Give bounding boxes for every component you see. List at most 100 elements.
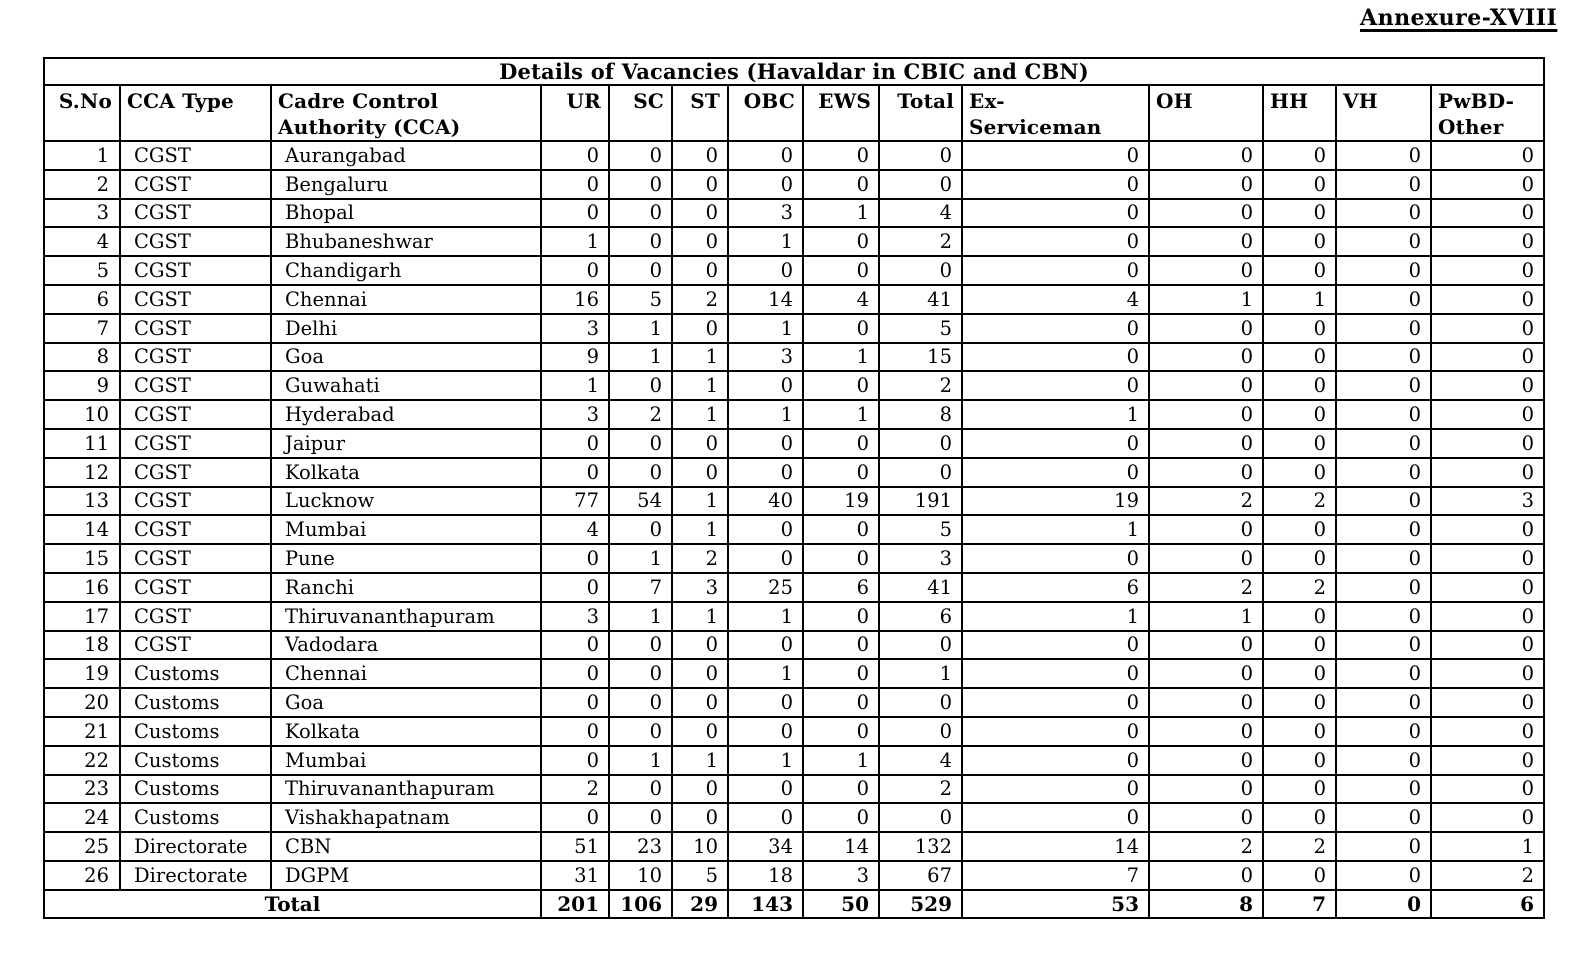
cell-obc: 1 (727, 744, 804, 776)
cell-vh: 0 (1335, 600, 1432, 632)
column-header-ews: EWS (802, 84, 880, 142)
cell-sc: 1 (608, 341, 673, 373)
cell-obc: 0 (727, 773, 804, 805)
cell-ur: 1 (540, 226, 610, 258)
cell-cca-name: Kolkata (270, 456, 542, 488)
cell-serial-number: 26 (43, 859, 121, 891)
cell-cca-type: CGST (119, 629, 272, 661)
cell-total: 15 (878, 341, 963, 373)
table-row: 16 CGST Ranchi 0 7 3 25 6 41 6 2 2 0 0 (43, 571, 1546, 603)
total-ews: 50 (802, 888, 880, 919)
cell-pwbd-other: 0 (1429, 571, 1546, 603)
cell-sc: 0 (608, 687, 673, 718)
cell-ews: 19 (802, 485, 880, 517)
column-header-s-no: S.No (43, 84, 121, 142)
cell-ur: 0 (540, 255, 610, 286)
cell-st: 2 (671, 543, 729, 574)
cell-pwbd-other: 0 (1429, 197, 1546, 229)
cell-ex-serviceman: 0 (961, 226, 1150, 258)
cell-vh: 0 (1335, 312, 1432, 344)
table-row: 25 Directorate CBN 51 23 10 34 14 132 14 2 2 0 1 (43, 831, 1546, 862)
cell-ur: 3 (540, 600, 610, 632)
cell-ex-serviceman: 14 (961, 831, 1150, 862)
cell-cca-name: Chandigarh (270, 255, 542, 286)
cell-serial-number: 21 (43, 715, 121, 747)
cell-ur: 2 (540, 773, 610, 805)
cell-cca-name: Ranchi (270, 571, 542, 603)
total-ex-serviceman: 53 (961, 888, 1150, 919)
cell-ex-serviceman: 0 (961, 802, 1150, 834)
cell-obc: 0 (727, 140, 804, 171)
cell-ex-serviceman: 4 (961, 283, 1150, 315)
cell-ews: 0 (802, 226, 880, 258)
cell-cca-type: CGST (119, 514, 272, 546)
cell-total: 2 (878, 226, 963, 258)
cell-st: 2 (671, 283, 729, 315)
cell-pwbd-other: 2 (1429, 859, 1546, 891)
total-label: Total (43, 888, 542, 919)
cell-vh: 0 (1335, 715, 1432, 747)
cell-pwbd-other: 0 (1429, 543, 1546, 574)
cell-sc: 0 (608, 370, 673, 402)
cell-pwbd-other: 0 (1429, 773, 1546, 805)
cell-pwbd-other: 0 (1429, 399, 1546, 430)
cell-obc: 0 (727, 802, 804, 834)
cell-st: 5 (671, 859, 729, 891)
cell-ews: 1 (802, 744, 880, 776)
cell-obc: 0 (727, 370, 804, 402)
table-row: 13 CGST Lucknow 77 54 1 40 19 191 19 2 2 0 3 (43, 485, 1546, 517)
table-row: 1 CGST Aurangabad 0 0 0 0 0 0 0 0 0 0 0 (43, 140, 1546, 171)
cell-sc: 0 (608, 226, 673, 258)
cell-ur: 0 (540, 168, 610, 200)
cell-cca-type: CGST (119, 226, 272, 258)
cell-oh: 0 (1148, 312, 1264, 344)
cell-ews: 0 (802, 629, 880, 661)
cell-cca-type: CGST (119, 341, 272, 373)
cell-ur: 0 (540, 629, 610, 661)
cell-ex-serviceman: 0 (961, 427, 1150, 459)
cell-total: 6 (878, 600, 963, 632)
table-row: 20 Customs Goa 0 0 0 0 0 0 0 0 0 0 0 (43, 687, 1546, 718)
cell-total: 132 (878, 831, 963, 862)
column-header-ex-serviceman: Ex- Serviceman (961, 84, 1150, 142)
cell-ews: 0 (802, 456, 880, 488)
cell-ex-serviceman: 6 (961, 571, 1150, 603)
cell-cca-type: Customs (119, 715, 272, 747)
cell-cca-type: Customs (119, 802, 272, 834)
cell-ews: 1 (802, 399, 880, 430)
cell-vh: 0 (1335, 427, 1432, 459)
cell-ex-serviceman: 0 (961, 773, 1150, 805)
table-row: 9 CGST Guwahati 1 0 1 0 0 2 0 0 0 0 0 (43, 370, 1546, 402)
cell-oh: 0 (1148, 370, 1264, 402)
table-total-row: Total 201 106 29 143 50 529 53 8 7 0 6 (43, 888, 1546, 919)
cell-vh: 0 (1335, 456, 1432, 488)
cell-ews: 0 (802, 514, 880, 546)
cell-pwbd-other: 0 (1429, 658, 1546, 690)
cell-total: 0 (878, 629, 963, 661)
cell-cca-name: Delhi (270, 312, 542, 344)
cell-total: 0 (878, 802, 963, 834)
cell-hh: 0 (1262, 715, 1337, 747)
cell-vh: 0 (1335, 485, 1432, 517)
cell-hh: 0 (1262, 168, 1337, 200)
table-row: 12 CGST Kolkata 0 0 0 0 0 0 0 0 0 0 0 (43, 456, 1546, 488)
cell-total: 5 (878, 312, 963, 344)
cell-st: 0 (671, 427, 729, 459)
cell-cca-name: Mumbai (270, 744, 542, 776)
total-total: 529 (878, 888, 963, 919)
cell-serial-number: 18 (43, 629, 121, 661)
cell-ex-serviceman: 0 (961, 168, 1150, 200)
cell-cca-type: CGST (119, 283, 272, 315)
cell-cca-name: Chennai (270, 658, 542, 690)
cell-hh: 0 (1262, 399, 1337, 430)
cell-ex-serviceman: 0 (961, 197, 1150, 229)
cell-st: 1 (671, 341, 729, 373)
cell-hh: 0 (1262, 341, 1337, 373)
cell-ews: 4 (802, 283, 880, 315)
table-row: 2 CGST Bengaluru 0 0 0 0 0 0 0 0 0 0 0 (43, 168, 1546, 200)
cell-obc: 1 (727, 600, 804, 632)
cell-pwbd-other: 0 (1429, 312, 1546, 344)
cell-oh: 0 (1148, 456, 1264, 488)
cell-total: 0 (878, 255, 963, 286)
cell-sc: 7 (608, 571, 673, 603)
